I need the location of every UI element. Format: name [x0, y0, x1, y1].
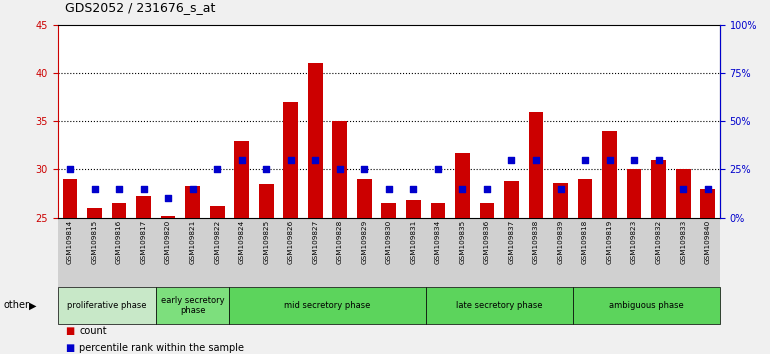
Point [113, 186, 126, 192]
Bar [651, 160, 666, 218]
Bar [406, 200, 420, 218]
Text: GSM109833: GSM109833 [680, 219, 686, 264]
Text: late secretory phase: late secretory phase [456, 301, 543, 310]
Point [358, 167, 370, 172]
Bar [480, 203, 494, 218]
Bar [578, 179, 592, 218]
Text: GSM109817: GSM109817 [141, 219, 146, 264]
Point [186, 186, 199, 192]
Text: GSM109840: GSM109840 [705, 219, 711, 264]
Point [505, 157, 517, 163]
Bar [333, 121, 347, 218]
Text: GSM109839: GSM109839 [557, 219, 564, 264]
Bar [627, 170, 641, 218]
Text: GDS2052 / 231676_s_at: GDS2052 / 231676_s_at [65, 1, 216, 14]
Bar [259, 184, 273, 218]
Text: proliferative phase: proliferative phase [67, 301, 146, 310]
Point [236, 157, 248, 163]
Bar [430, 203, 445, 218]
Point [407, 186, 420, 192]
Text: other: other [4, 300, 30, 310]
Point [211, 167, 223, 172]
Text: GSM109819: GSM109819 [607, 219, 613, 264]
Text: ■: ■ [65, 343, 75, 353]
Point [432, 167, 444, 172]
Point [604, 157, 616, 163]
Text: GSM109834: GSM109834 [435, 219, 441, 264]
Bar [209, 206, 225, 218]
Point [457, 186, 469, 192]
Text: GSM109815: GSM109815 [92, 219, 98, 264]
Text: GSM109818: GSM109818 [582, 219, 588, 264]
Point [677, 186, 689, 192]
Text: GSM109831: GSM109831 [410, 219, 417, 264]
Text: GSM109816: GSM109816 [116, 219, 122, 264]
Bar [136, 196, 151, 218]
Text: GSM109836: GSM109836 [484, 219, 490, 264]
Text: GSM109829: GSM109829 [361, 219, 367, 264]
Point [260, 167, 273, 172]
Text: GSM109822: GSM109822 [214, 219, 220, 264]
Text: percentile rank within the sample: percentile rank within the sample [79, 343, 244, 353]
Text: GSM109824: GSM109824 [239, 219, 245, 264]
Bar [381, 203, 397, 218]
Bar [234, 141, 249, 218]
Bar [283, 102, 298, 218]
Text: GSM109837: GSM109837 [508, 219, 514, 264]
Text: GSM109823: GSM109823 [631, 219, 637, 264]
Bar [553, 183, 568, 218]
Point [530, 157, 542, 163]
Point [383, 186, 395, 192]
Text: GSM109828: GSM109828 [336, 219, 343, 264]
Text: count: count [79, 326, 107, 336]
Point [137, 186, 149, 192]
Point [64, 167, 76, 172]
Text: GSM109826: GSM109826 [288, 219, 293, 264]
Point [701, 186, 714, 192]
Text: GSM109838: GSM109838 [533, 219, 539, 264]
Point [285, 157, 297, 163]
Text: ■: ■ [65, 326, 75, 336]
Bar [186, 186, 200, 218]
Text: GSM109814: GSM109814 [67, 219, 73, 264]
Bar [308, 63, 323, 218]
Bar [62, 179, 77, 218]
Point [579, 157, 591, 163]
Bar [357, 179, 372, 218]
Text: GSM109835: GSM109835 [460, 219, 465, 264]
Bar [701, 189, 715, 218]
Bar [87, 208, 102, 218]
Bar [529, 112, 544, 218]
Bar [676, 170, 691, 218]
Bar [602, 131, 617, 218]
Point [554, 186, 567, 192]
Text: ▶: ▶ [29, 300, 37, 310]
Bar [504, 181, 519, 218]
Text: GSM109832: GSM109832 [655, 219, 661, 264]
Point [162, 195, 174, 201]
Bar [112, 203, 126, 218]
Point [628, 157, 641, 163]
Text: GSM109820: GSM109820 [165, 219, 171, 264]
Bar [161, 216, 176, 218]
Point [333, 167, 346, 172]
Text: GSM109830: GSM109830 [386, 219, 392, 264]
Bar [455, 153, 470, 218]
Point [480, 186, 493, 192]
Text: GSM109827: GSM109827 [313, 219, 318, 264]
Point [652, 157, 665, 163]
Text: mid secretory phase: mid secretory phase [284, 301, 370, 310]
Text: GSM109825: GSM109825 [263, 219, 270, 264]
Point [309, 157, 321, 163]
Text: early secretory
phase: early secretory phase [161, 296, 225, 315]
Point [89, 186, 101, 192]
Text: GSM109821: GSM109821 [189, 219, 196, 264]
Text: ambiguous phase: ambiguous phase [609, 301, 684, 310]
